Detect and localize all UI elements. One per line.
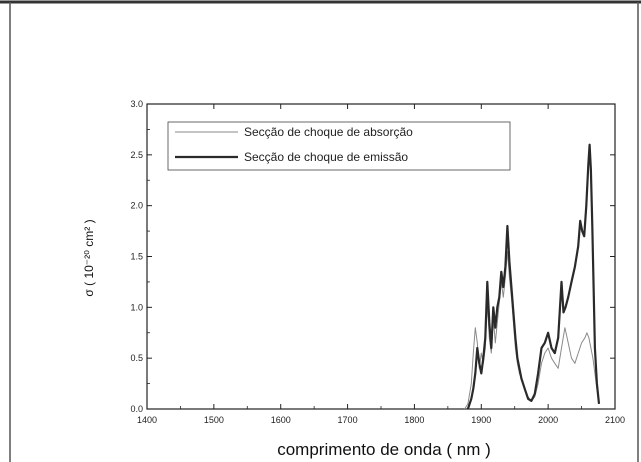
y-tick-label: 2.5 [130, 150, 143, 160]
x-tick-label: 1900 [471, 415, 491, 425]
x-tick-labels: 1400 1500 1600 1700 1800 1900 2000 2100 [137, 415, 625, 425]
y-tick-label: 1.0 [130, 302, 143, 312]
y-tick-label: 2.0 [130, 201, 143, 211]
y-tick-label: 3.0 [130, 99, 143, 109]
x-tick-label: 1700 [338, 415, 358, 425]
legend-box [167, 121, 511, 171]
legend-label-absorption: Secção de choque de absorção [244, 125, 413, 139]
series-group [464, 143, 601, 410]
x-axis-title: comprimento de onda ( nm ) [277, 440, 491, 459]
x-tick-label: 1500 [204, 415, 224, 425]
y-tick-label: 0.5 [130, 353, 143, 363]
legend-label-emission: Secção de choque de emissão [244, 150, 408, 164]
x-tick-label: 2100 [605, 415, 625, 425]
y-tick-label: 0.0 [130, 404, 143, 414]
x-tick-label: 2000 [538, 415, 558, 425]
y-tick-label: 1.5 [130, 252, 143, 262]
x-tick-label: 1600 [271, 415, 291, 425]
y-axis-title: σ ( 10⁻²⁰ cm² ) [82, 219, 96, 296]
x-tick-label: 1800 [404, 415, 424, 425]
series-line-emission [466, 143, 601, 410]
y-tick-labels: 0.0 0.5 1.0 1.5 2.0 2.5 3.0 [130, 99, 143, 414]
x-tick-label: 1400 [137, 415, 157, 425]
axis-ticks [146, 103, 616, 410]
